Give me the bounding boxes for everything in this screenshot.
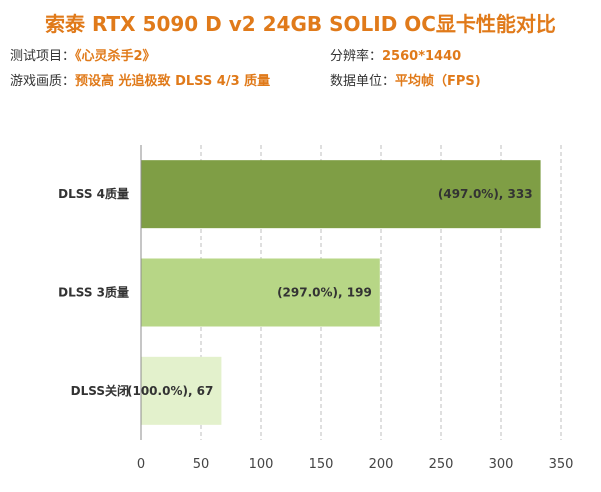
data-unit-info: 数据单位：平均帧（FPS) — [330, 70, 481, 89]
bar — [141, 258, 380, 327]
category-label: DLSS 3质量 — [58, 285, 129, 300]
data-label: (297.0%), 199 — [277, 286, 372, 300]
data-unit-label: 数据单位： — [330, 74, 396, 89]
x-tick-label: 300 — [489, 457, 514, 472]
data-unit-value: 平均帧（FPS) — [395, 74, 481, 89]
chart-title: 索泰 RTX 5090 D v2 24GB SOLID OC显卡性能对比 — [45, 12, 556, 36]
resolution-value: 2560*1440 — [382, 49, 462, 64]
x-tick-label: 50 — [193, 457, 210, 472]
x-tick-label: 150 — [309, 457, 334, 472]
resolution-info: 分辨率：2560*1440 — [330, 45, 461, 64]
data-label: (100.0%), 67 — [127, 384, 213, 398]
x-tick-label: 100 — [249, 457, 274, 472]
test-project-value: 《心灵杀手2》 — [75, 49, 156, 64]
x-tick-label: 0 — [137, 457, 145, 472]
x-tick-label: 350 — [549, 457, 574, 472]
test-project-info: 测试项目：《心灵杀手2》 — [10, 45, 156, 64]
resolution-label: 分辨率： — [330, 49, 383, 64]
category-label: DLSS关闭 — [71, 383, 129, 398]
game-quality-label: 游戏画质： — [10, 74, 76, 89]
x-tick-label: 250 — [429, 457, 454, 472]
test-project-label: 测试项目： — [10, 49, 76, 64]
game-quality-info: 游戏画质：预设高 光追极致 DLSS 4/3 质量 — [10, 70, 270, 89]
bar — [141, 160, 541, 229]
category-label: DLSS 4质量 — [58, 186, 129, 201]
bar — [141, 356, 222, 425]
game-quality-value: 预设高 光追极致 DLSS 4/3 质量 — [75, 74, 271, 89]
x-tick-label: 200 — [369, 457, 394, 472]
data-label: (497.0%), 333 — [438, 187, 533, 201]
